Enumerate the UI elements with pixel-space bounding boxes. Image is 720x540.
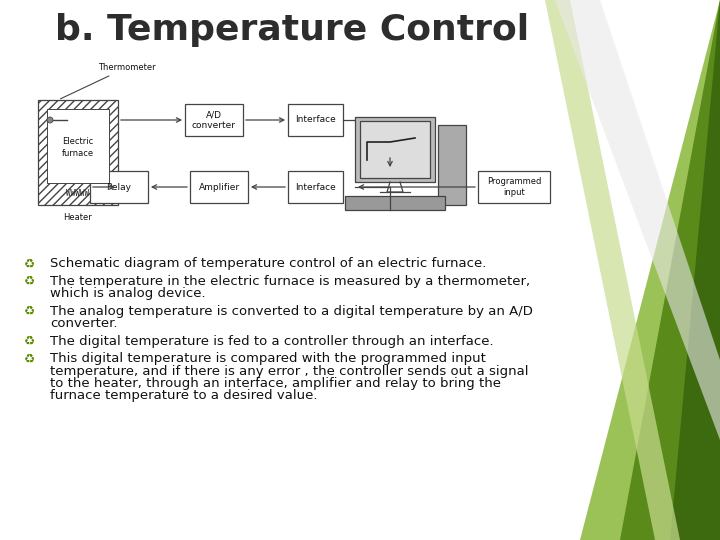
Text: This digital temperature is compared with the programmed input: This digital temperature is compared wit… [50, 352, 486, 365]
FancyBboxPatch shape [478, 171, 550, 203]
FancyBboxPatch shape [47, 109, 109, 183]
FancyBboxPatch shape [438, 125, 466, 205]
Text: The digital temperature is fed to a controller through an interface.: The digital temperature is fed to a cont… [50, 334, 494, 348]
Text: ♻: ♻ [24, 334, 35, 348]
Circle shape [47, 117, 53, 123]
Polygon shape [670, 0, 720, 540]
Text: furnace temperature to a desired value.: furnace temperature to a desired value. [50, 389, 318, 402]
FancyBboxPatch shape [360, 121, 430, 178]
Text: Amplifier: Amplifier [199, 183, 240, 192]
Text: temperature, and if there is any error , the controller sends out a signal: temperature, and if there is any error ,… [50, 364, 528, 377]
FancyBboxPatch shape [190, 171, 248, 203]
FancyBboxPatch shape [288, 171, 343, 203]
FancyBboxPatch shape [288, 104, 343, 136]
Text: ♻: ♻ [24, 305, 35, 318]
Text: Thermometer: Thermometer [60, 63, 156, 99]
Text: which is analog device.: which is analog device. [50, 287, 206, 300]
Text: Programmed
input: Programmed input [487, 177, 541, 197]
FancyBboxPatch shape [90, 171, 148, 203]
Text: Schematic diagram of temperature control of an electric furnace.: Schematic diagram of temperature control… [50, 257, 487, 270]
Text: ♻: ♻ [24, 352, 35, 365]
FancyBboxPatch shape [185, 104, 243, 136]
FancyBboxPatch shape [345, 196, 445, 210]
Text: The analog temperature is converted to a digital temperature by an A/D: The analog temperature is converted to a… [50, 305, 533, 318]
Text: Relay: Relay [107, 183, 132, 192]
Polygon shape [620, 0, 720, 540]
Polygon shape [545, 0, 680, 540]
Text: WWWWW: WWWWW [66, 188, 89, 198]
Text: A/D
converter: A/D converter [192, 110, 236, 130]
Text: b. Temperature Control: b. Temperature Control [55, 13, 529, 47]
Text: converter.: converter. [50, 317, 117, 330]
Text: Electric
furnace: Electric furnace [62, 138, 94, 158]
Polygon shape [580, 0, 720, 540]
Text: to the heater, through an interface, amplifier and relay to bring the: to the heater, through an interface, amp… [50, 377, 501, 390]
Polygon shape [555, 0, 720, 440]
Text: Heater: Heater [63, 213, 92, 222]
Text: ♻: ♻ [24, 257, 35, 270]
Text: The temperature in the electric furnace is measured by a thermometer,: The temperature in the electric furnace … [50, 274, 530, 287]
FancyBboxPatch shape [355, 117, 435, 182]
Text: Interface: Interface [295, 116, 336, 125]
Text: Interface: Interface [295, 183, 336, 192]
Text: ♻: ♻ [24, 274, 35, 287]
